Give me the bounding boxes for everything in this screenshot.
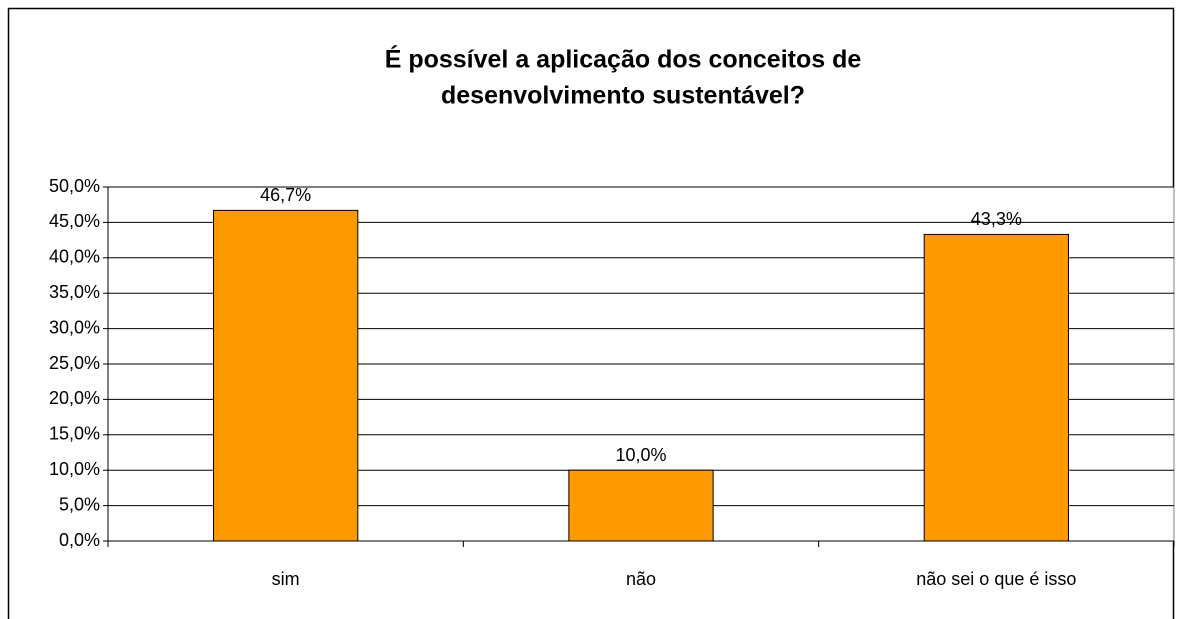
y-tick-label: 50,0% xyxy=(49,176,100,196)
bar xyxy=(923,233,1069,542)
y-tick-label: 0,0% xyxy=(59,530,100,550)
y-tick-label: 20,0% xyxy=(49,388,100,408)
data-label: 10,0% xyxy=(615,445,666,465)
y-tick-label: 5,0% xyxy=(59,494,100,514)
bar xyxy=(213,209,359,542)
data-label: 46,7% xyxy=(260,185,311,205)
y-tick-label: 35,0% xyxy=(49,282,100,302)
data-label: 43,3% xyxy=(971,209,1022,229)
x-tick-label: sim xyxy=(272,569,300,589)
y-tick-label: 30,0% xyxy=(49,317,100,337)
bar xyxy=(568,469,714,542)
y-tick-label: 45,0% xyxy=(49,211,100,231)
y-tick-label: 10,0% xyxy=(49,459,100,479)
y-tick-label: 25,0% xyxy=(49,353,100,373)
x-tick-label: não sei o que é isso xyxy=(916,569,1076,589)
y-tick-label: 40,0% xyxy=(49,247,100,267)
x-tick-label: não xyxy=(626,569,656,589)
chart-title: desenvolvimento sustentável? xyxy=(441,82,805,110)
y-tick-label: 15,0% xyxy=(49,424,100,444)
chart-title: É possível a aplicação dos conceitos de xyxy=(385,45,862,74)
